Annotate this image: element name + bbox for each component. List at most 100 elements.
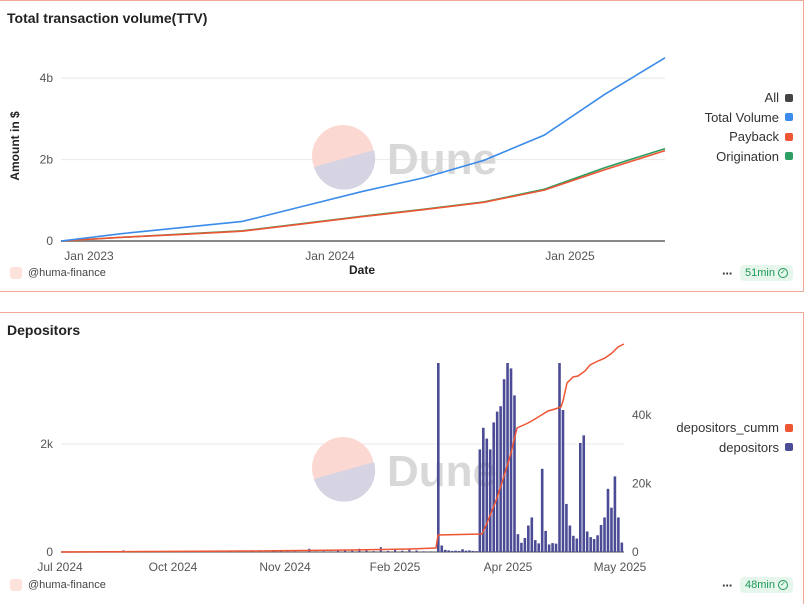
legend-item[interactable]: All	[705, 88, 793, 108]
bar	[551, 543, 554, 552]
bar	[468, 550, 471, 552]
legend-label: All	[765, 88, 779, 108]
y-right-tick-label: 0	[632, 545, 639, 559]
bar	[527, 526, 530, 552]
y-left-tick-label: 0	[46, 545, 53, 559]
panel-footer-actions: ··· 48min ✓	[722, 577, 793, 593]
bar	[565, 504, 568, 552]
bar	[607, 489, 610, 552]
x-tick-label: Nov 2024	[259, 560, 311, 574]
legend-item[interactable]: Origination	[705, 147, 793, 167]
dune-watermark: Dune	[387, 135, 497, 184]
x-axis-label: Date	[349, 263, 375, 277]
bar	[323, 551, 325, 552]
legend-item[interactable]: depositors_cumm	[676, 418, 793, 438]
bar	[531, 517, 534, 552]
y-tick-label: 4b	[40, 71, 54, 85]
bar	[351, 551, 353, 552]
bar	[548, 544, 551, 552]
bar	[437, 363, 440, 552]
legend-label: Payback	[729, 127, 779, 147]
refresh-status-badge[interactable]: 51min ✓	[740, 265, 793, 281]
more-options-button[interactable]: ···	[722, 266, 732, 281]
bar	[444, 550, 447, 552]
author-name: @huma-finance	[28, 579, 106, 591]
bar	[582, 435, 585, 552]
y-tick-label: 0	[46, 234, 53, 248]
y-axis-label: Amount in $	[8, 111, 22, 181]
bar	[465, 551, 468, 552]
bar	[617, 517, 620, 552]
legend-swatch-icon	[785, 443, 793, 451]
legend-swatch-icon	[785, 152, 793, 160]
legend-item[interactable]: depositors	[676, 438, 793, 458]
x-tick-label: Jul 2024	[37, 560, 83, 574]
legend-label: Origination	[716, 147, 779, 167]
y-left-tick-label: 2k	[40, 437, 54, 451]
bar	[499, 406, 502, 552]
bar	[416, 550, 418, 552]
bar	[447, 550, 450, 552]
bar	[520, 543, 523, 552]
legend-swatch-icon	[785, 113, 793, 121]
bar	[472, 551, 475, 552]
x-tick-label: Feb 2025	[370, 560, 421, 574]
author-tag[interactable]: @huma-finance	[10, 267, 106, 279]
ttv-line-chart: 0 2b 4b Dune Amount in $ Jan 2023 Jan 2024 Jan …	[0, 1, 806, 293]
bar	[423, 551, 425, 552]
x-tick-label: Apr 2025	[484, 560, 533, 574]
panel-footer-actions: ··· 51min ✓	[722, 265, 793, 281]
bar	[513, 395, 516, 552]
bar	[454, 551, 457, 552]
bar	[458, 551, 461, 552]
legend-swatch-icon	[785, 133, 793, 141]
bar	[610, 508, 613, 552]
avatar	[10, 267, 22, 279]
author-tag[interactable]: @huma-finance	[10, 579, 106, 591]
bar	[510, 368, 513, 552]
more-options-button[interactable]: ···	[722, 578, 732, 593]
bar	[562, 410, 565, 552]
bar	[387, 551, 389, 552]
check-circle-icon: ✓	[778, 580, 788, 590]
bar	[496, 412, 499, 552]
legend-label: Total Volume	[705, 108, 779, 128]
bar	[600, 525, 603, 552]
bar	[489, 449, 492, 552]
bar	[621, 543, 624, 552]
y-right-tick-label: 40k	[632, 408, 652, 422]
legend-item[interactable]: Total Volume	[705, 108, 793, 128]
check-circle-icon: ✓	[778, 268, 788, 278]
x-tick-label: Jan 2023	[64, 249, 114, 263]
refresh-time: 48min	[745, 579, 775, 591]
y-tick-label: 2b	[40, 153, 54, 167]
bar	[603, 517, 606, 552]
bar	[479, 449, 482, 552]
x-tick-label: Jan 2024	[305, 249, 355, 263]
bar	[373, 551, 375, 552]
legend-item[interactable]: Payback	[705, 127, 793, 147]
bar	[572, 536, 575, 552]
legend-label: depositors	[719, 438, 779, 458]
legend-label: depositors_cumm	[676, 418, 779, 438]
legend-swatch-icon	[785, 94, 793, 102]
bar	[475, 551, 478, 552]
legend-swatch-icon	[785, 424, 793, 432]
bar	[440, 546, 443, 552]
bar	[541, 469, 544, 552]
bar	[524, 538, 527, 552]
bar	[614, 476, 617, 552]
bar	[537, 543, 540, 552]
y-right-tick-label: 20k	[632, 477, 652, 491]
x-tick-label: Jan 2025	[545, 249, 595, 263]
author-name: @huma-finance	[28, 267, 106, 279]
bar	[451, 551, 454, 552]
refresh-status-badge[interactable]: 48min ✓	[740, 577, 793, 593]
bar	[401, 551, 403, 552]
bar	[394, 550, 396, 552]
